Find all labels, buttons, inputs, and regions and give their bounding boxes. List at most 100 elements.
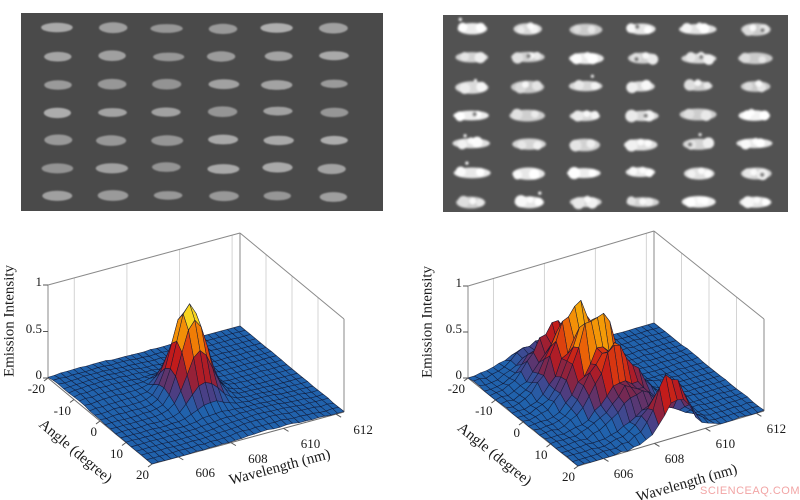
nanorod-spot [260,23,293,33]
nanorod-spot [43,107,71,119]
tick-label: 0.5 [445,321,462,336]
nanorod-spot [453,110,489,122]
sem-background [443,15,788,212]
nanorod-spot [679,22,717,35]
surface-plot-single-peak [0,230,400,500]
nanorod-spot [207,106,238,117]
tick-label: 0 [90,424,98,439]
nanorod-spot [151,135,184,146]
nanorod-spot [625,109,659,123]
nanorod-spot [513,22,542,35]
sem-micrograph [21,13,383,211]
nanorod-spot [153,52,185,62]
tick-label: 10 [110,445,123,461]
nanorod-spot [739,196,772,209]
nanorod-spot [569,52,604,65]
nanorod-spot [44,51,72,62]
nanorod-spot [97,190,129,201]
tick-label: -20 [27,381,45,396]
nanorod-spot [261,80,293,90]
nanorod-spot [95,163,129,174]
nanorod-spot [42,190,73,201]
tick-label: 0.5 [25,320,42,336]
nanorod-spot [512,167,545,180]
nanorod-spot [99,22,128,34]
nanorod-spot [568,74,603,92]
tick-label: 20 [562,469,575,484]
nanorod-spot [741,23,771,36]
nanorod-spot [741,167,772,181]
nanorod-spot [740,80,771,93]
nanorod-spot [681,51,717,65]
tick-label: 612 [766,421,787,437]
watermark: SCIENCEAQ.COM [700,485,800,497]
nanorod-spot [626,23,656,35]
nanorod-spot [455,52,489,64]
tick-label: 608 [664,451,685,467]
nanorod-spot [41,22,73,33]
nanorod-spot [153,191,183,200]
sem-image-irregular-array [443,15,788,212]
nanorod-spot [319,22,348,34]
tick-label: 1 [35,274,43,289]
nanorod-spot [41,163,74,174]
tick-label: 606 [613,466,634,482]
nanorod-spot [569,110,600,122]
nanorod-spot [628,52,659,65]
tick-label: -10 [475,403,493,418]
nanorod-spot [511,51,545,64]
nanorod-spot [262,162,293,173]
nanorod-spot [453,161,491,179]
nanorod-spot [681,196,716,208]
nanorod-spot [209,191,239,202]
tick-label: 1 [455,275,463,290]
sem-micrograph [443,15,788,212]
tick-label: 0 [35,367,43,382]
nanorod-spot [682,133,715,150]
tick-label: 608 [248,450,268,466]
nanorod-spot [152,162,181,172]
nanorod-spot [684,167,715,180]
nanorod-spot [626,196,660,208]
nanorod-spot [455,78,489,94]
nanorod-spot [684,79,713,91]
tick-label: 0 [455,367,463,382]
nanorod-spot [96,135,127,146]
nanorod-spot [510,80,545,94]
nanorod-spot [457,17,488,35]
tick-label: 0 [513,425,521,440]
nanorod-spot [569,195,602,210]
nanorod-spot [319,192,348,202]
nanorod-spot [152,78,182,90]
tick-label: 612 [353,422,373,438]
tick-label: 610 [300,436,321,452]
nanorod-spot [207,164,240,174]
nanorod-spot [98,50,126,61]
tick-label: -10 [53,402,71,418]
tick-label: 10 [534,447,548,462]
nanorod-spot [512,138,546,150]
nanorod-spot [623,138,658,152]
tick-label: 20 [136,467,149,482]
nanorod-spot [263,106,293,116]
z-axis-label-left: Emission Intensity [1,264,18,378]
nanorod-spot [150,24,183,33]
nanorod-spot [98,108,127,117]
nanorod-spot [736,137,773,150]
nanorod-spot [320,79,348,89]
nanorod-spot [626,79,655,94]
nanorod-spot [320,135,348,145]
nanorod-spot [320,107,349,118]
tick-label: -20 [447,381,465,396]
nanorod-spot [208,134,239,145]
nanorod-spot [97,78,127,90]
nanorod-spot [569,138,601,152]
nanorod-spot [263,191,291,201]
nanorod-spot [208,79,240,90]
sem-image-uniform-array [21,13,383,211]
nanorod-spot [514,191,544,209]
surface-plot-broad-ridge [400,230,800,500]
nanorod-spot [206,51,236,62]
nanorod-spot [208,23,238,34]
